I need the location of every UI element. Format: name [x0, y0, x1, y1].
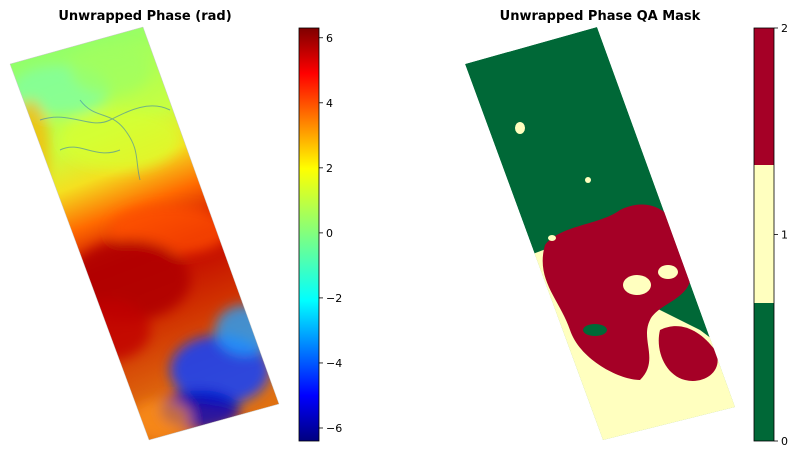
phase-colorbar-tick-label: −6	[326, 422, 342, 435]
phase-colorbar	[298, 27, 320, 442]
chart-title-phase: Unwrapped Phase (rad)	[58, 9, 231, 24]
phase-colorbar-tick-label: 6	[326, 32, 333, 45]
qa-mask-colorbar-tick-label: 1	[781, 229, 788, 242]
phase-colorbar-tick-label: −2	[326, 292, 342, 305]
qa-mask-swath	[465, 27, 735, 440]
qa-mask-colorbar-tick-label: 0	[781, 435, 788, 448]
qa-mask-colorbar	[753, 27, 775, 442]
qa-mask-colorbar-tick-label: 2	[781, 22, 788, 35]
phase-colorbar-tick-label: −4	[326, 357, 342, 370]
chart-title-qa-mask: Unwrapped Phase QA Mask	[500, 9, 701, 24]
phase-swath	[10, 27, 279, 440]
phase-colorbar-ticks: −6 −4 −2 0 2 4 6	[319, 32, 342, 435]
phase-colorbar-tick-label: 4	[326, 97, 333, 110]
qa-mask-colorbar-ticks: 0 1 2	[774, 22, 788, 448]
phase-colorbar-tick-label: 0	[326, 227, 333, 240]
phase-colorbar-tick-label: 2	[326, 162, 333, 175]
